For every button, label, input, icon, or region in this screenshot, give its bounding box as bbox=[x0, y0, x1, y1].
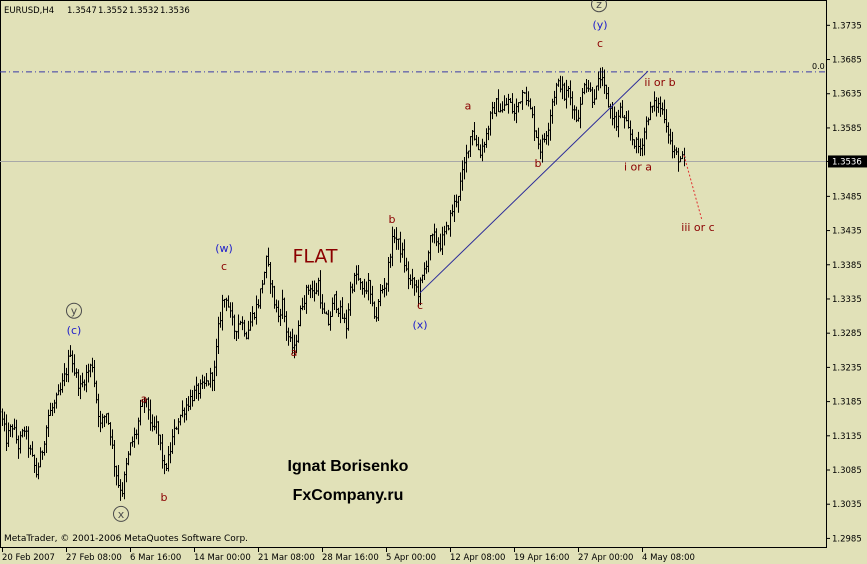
price-axis[interactable]: 1.3735 1.3685 1.3635 1.3585 1.3536 1.3485 1.34… bbox=[826, 21, 867, 544]
price-tick-label: 1.3585 bbox=[832, 124, 862, 134]
wave-label: (x) bbox=[412, 318, 427, 331]
wave-label: c bbox=[417, 299, 423, 312]
wave-circle-marker bbox=[591, 0, 607, 13]
price-tick-label: 1.3285 bbox=[832, 329, 862, 339]
time-tick-label: 14 Mar 00:00 bbox=[194, 553, 251, 563]
time-tick-label: 6 Mar 16:00 bbox=[130, 553, 181, 563]
wave-label: ii or b bbox=[644, 76, 675, 89]
wave-projection-line bbox=[683, 155, 703, 221]
price-tick-label: 1.3235 bbox=[832, 363, 862, 373]
time-tick-label: 5 Apr 00:00 bbox=[386, 553, 436, 563]
wave-circle-marker bbox=[113, 505, 129, 522]
wave-label: a bbox=[291, 346, 298, 359]
current-price-box bbox=[828, 155, 867, 168]
plot-frame bbox=[0, 0, 827, 548]
wave-label: b bbox=[161, 491, 168, 504]
price-tick-label: 1.3685 bbox=[832, 56, 862, 66]
wave-label: c bbox=[597, 37, 603, 50]
wave-circle-marker bbox=[66, 302, 82, 319]
chart-lines bbox=[419, 70, 703, 294]
wave-label: i or a bbox=[624, 160, 652, 173]
price-tick-label: 1.3735 bbox=[832, 21, 862, 31]
watermark: Ignat Borisenko FxCompany.ru bbox=[288, 458, 409, 504]
wave-label: y bbox=[71, 305, 78, 318]
watermark-author: Ignat Borisenko bbox=[288, 458, 409, 475]
price-tick-label: 1.3335 bbox=[832, 295, 862, 305]
ohlc-header: EURUSD,H4 1.3547 1.3552 1.3532 1.3536 bbox=[4, 6, 190, 16]
close-price: 1.3536 bbox=[160, 6, 190, 16]
wave-label: (w) bbox=[215, 242, 233, 255]
price-tick-label: 1.3485 bbox=[832, 192, 862, 202]
wave-labels: (c) y a b x (w) c a b c (x) a b z (y) c ii or b i or a iii… bbox=[66, 0, 715, 522]
wave-label: b bbox=[389, 213, 396, 226]
high-price: 1.3552 bbox=[98, 6, 128, 16]
wave-label: a bbox=[141, 392, 148, 405]
price-tick-label: 1.2985 bbox=[832, 534, 862, 544]
price-tick-label: 1.3635 bbox=[832, 90, 862, 100]
wave-label: a bbox=[465, 99, 472, 112]
time-tick-label: 27 Apr 00:00 bbox=[578, 553, 633, 563]
copyright-text: MetaTrader, © 2001-2006 MetaQuotes Softw… bbox=[4, 534, 248, 544]
wave-label: x bbox=[118, 508, 125, 521]
pattern-annotation: FLAT bbox=[292, 246, 337, 268]
price-tick-label: 1.3435 bbox=[832, 227, 862, 237]
watermark-site: FxCompany.ru bbox=[293, 487, 404, 504]
price-tick-label: 1.3035 bbox=[832, 500, 862, 510]
wave-label: iii or c bbox=[681, 221, 714, 234]
time-tick-label: 20 Feb 2007 bbox=[2, 553, 55, 563]
wave-label: c bbox=[221, 260, 227, 273]
wave-label: z bbox=[596, 0, 602, 11]
trend-line bbox=[419, 70, 649, 294]
time-tick-label: 19 Apr 16:00 bbox=[514, 553, 569, 563]
price-bars bbox=[1, 67, 686, 501]
open-price: 1.3547 bbox=[67, 6, 97, 16]
wave-label: (y) bbox=[592, 19, 607, 32]
time-tick-label: 12 Apr 08:00 bbox=[450, 553, 505, 563]
wave-label: b bbox=[535, 157, 542, 170]
time-axis[interactable]: 20 Feb 2007 27 Feb 08:00 6 Mar 16:00 14 Mar… bbox=[2, 548, 695, 563]
low-price: 1.3532 bbox=[129, 6, 159, 16]
time-tick-label: 4 May 08:00 bbox=[642, 553, 695, 563]
time-tick-label: 28 Mar 16:00 bbox=[322, 553, 379, 563]
fib-level-label: 0.0 bbox=[812, 62, 825, 71]
price-tick-label: 1.3135 bbox=[832, 432, 862, 442]
price-tick-label: 1.3385 bbox=[832, 261, 862, 271]
chart-guides: 0.0 bbox=[0, 62, 826, 162]
current-price-label: 1.3536 bbox=[832, 157, 862, 167]
time-tick-label: 21 Mar 08:00 bbox=[258, 553, 315, 563]
price-tick-label: 1.3185 bbox=[832, 398, 862, 408]
price-tick-label: 1.3085 bbox=[832, 466, 862, 476]
time-tick-label: 27 Feb 08:00 bbox=[66, 553, 122, 563]
wave-label: (c) bbox=[67, 324, 82, 337]
symbol-timeframe: EURUSD,H4 bbox=[4, 6, 54, 16]
